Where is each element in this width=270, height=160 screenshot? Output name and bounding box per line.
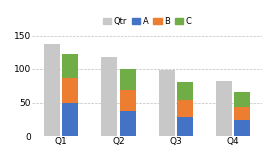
Bar [62, 103, 78, 136]
Bar [159, 70, 175, 136]
Bar [234, 120, 250, 136]
Bar [120, 111, 136, 136]
Bar [177, 117, 193, 136]
Bar [44, 44, 60, 136]
Bar [62, 54, 78, 78]
Bar [234, 92, 250, 107]
Legend: Qtr, A, B, C: Qtr, A, B, C [99, 14, 195, 29]
Bar [177, 100, 193, 117]
Bar [120, 90, 136, 111]
Bar [120, 69, 136, 90]
Bar [62, 78, 78, 103]
Bar [216, 81, 232, 136]
Bar [177, 82, 193, 100]
Bar [101, 57, 117, 136]
Bar [234, 107, 250, 120]
